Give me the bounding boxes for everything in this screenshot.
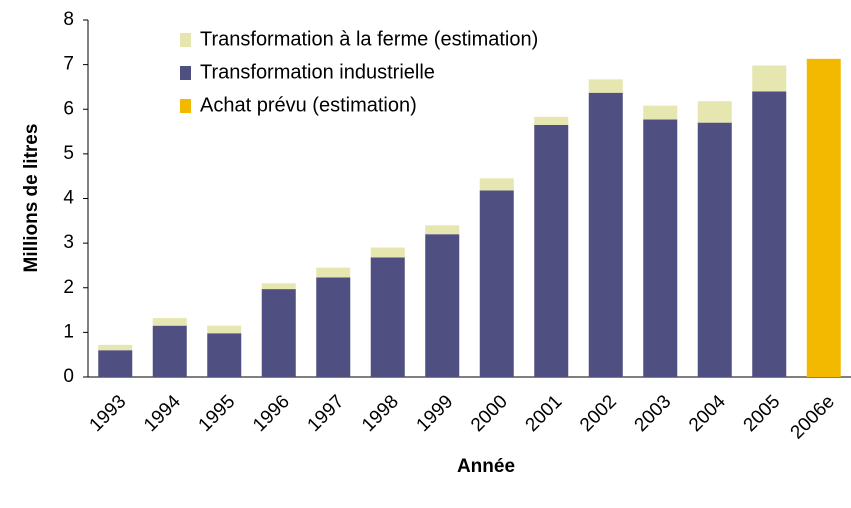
bar-segment [752, 91, 787, 378]
y-tick-label: 1 [63, 321, 74, 342]
legend-text: Transformation à la ferme (estimation) [200, 28, 538, 50]
legend-swatch [180, 99, 191, 113]
bar-segment [479, 178, 514, 191]
x-tick-label: 2001 [522, 391, 567, 436]
x-tick-label: 1994 [140, 391, 185, 436]
bar-segment [207, 333, 242, 377]
bar-segment [98, 350, 133, 377]
x-tick-label: 2004 [685, 391, 730, 436]
y-tick-label: 7 [63, 54, 74, 75]
bar-segment [534, 124, 569, 378]
bar-segment [370, 247, 405, 258]
y-tick-label: 3 [63, 232, 74, 253]
bar-segment [697, 122, 732, 377]
x-tick-label: 1997 [304, 391, 349, 436]
bar-segment [152, 318, 187, 326]
x-tick-label: 1996 [249, 391, 294, 436]
bar-segment [479, 190, 514, 377]
bar-segment [261, 283, 296, 290]
bar-segment [534, 116, 569, 125]
x-tick-label: 1993 [86, 391, 131, 436]
bar-segment [588, 92, 623, 378]
legend-text: Achat prévu (estimation) [200, 94, 417, 116]
bar-segment [152, 325, 187, 377]
x-tick-label: 2005 [740, 391, 785, 436]
y-tick-label: 0 [63, 366, 74, 387]
x-tick-label: 1999 [413, 391, 458, 436]
bar-segment [261, 289, 296, 377]
x-tick-label: 1995 [195, 391, 240, 436]
legend-text: Transformation industrielle [200, 61, 435, 83]
x-tick-label: 2006e [787, 391, 839, 443]
y-axis-title: Millions de litres [21, 124, 42, 273]
legend-swatch [180, 33, 191, 47]
x-tick-label: 2000 [467, 391, 512, 436]
y-tick-label: 8 [63, 9, 74, 30]
bar-segment [643, 105, 678, 120]
y-tick-label: 5 [63, 143, 74, 164]
bar-segment [643, 119, 678, 378]
bar-segment [316, 267, 351, 278]
x-tick-label: 2003 [631, 391, 676, 436]
bar-segment [806, 58, 841, 377]
bar-segment [98, 344, 133, 351]
y-tick-label: 6 [63, 98, 74, 119]
bar-segment [425, 225, 460, 235]
x-tick-label: 2002 [576, 391, 621, 436]
legend-swatch [180, 66, 191, 80]
y-tick-label: 2 [63, 277, 74, 298]
x-axis-title: Année [457, 456, 515, 477]
x-tick-label: 1998 [358, 391, 403, 436]
bar-segment [207, 325, 242, 334]
bar-segment [316, 277, 351, 377]
bar-segment [752, 65, 787, 92]
bar-segment [697, 101, 732, 123]
bar-segment [588, 79, 623, 93]
y-tick-label: 4 [63, 188, 74, 209]
bar-segment [370, 257, 405, 377]
bar-segment [425, 234, 460, 377]
